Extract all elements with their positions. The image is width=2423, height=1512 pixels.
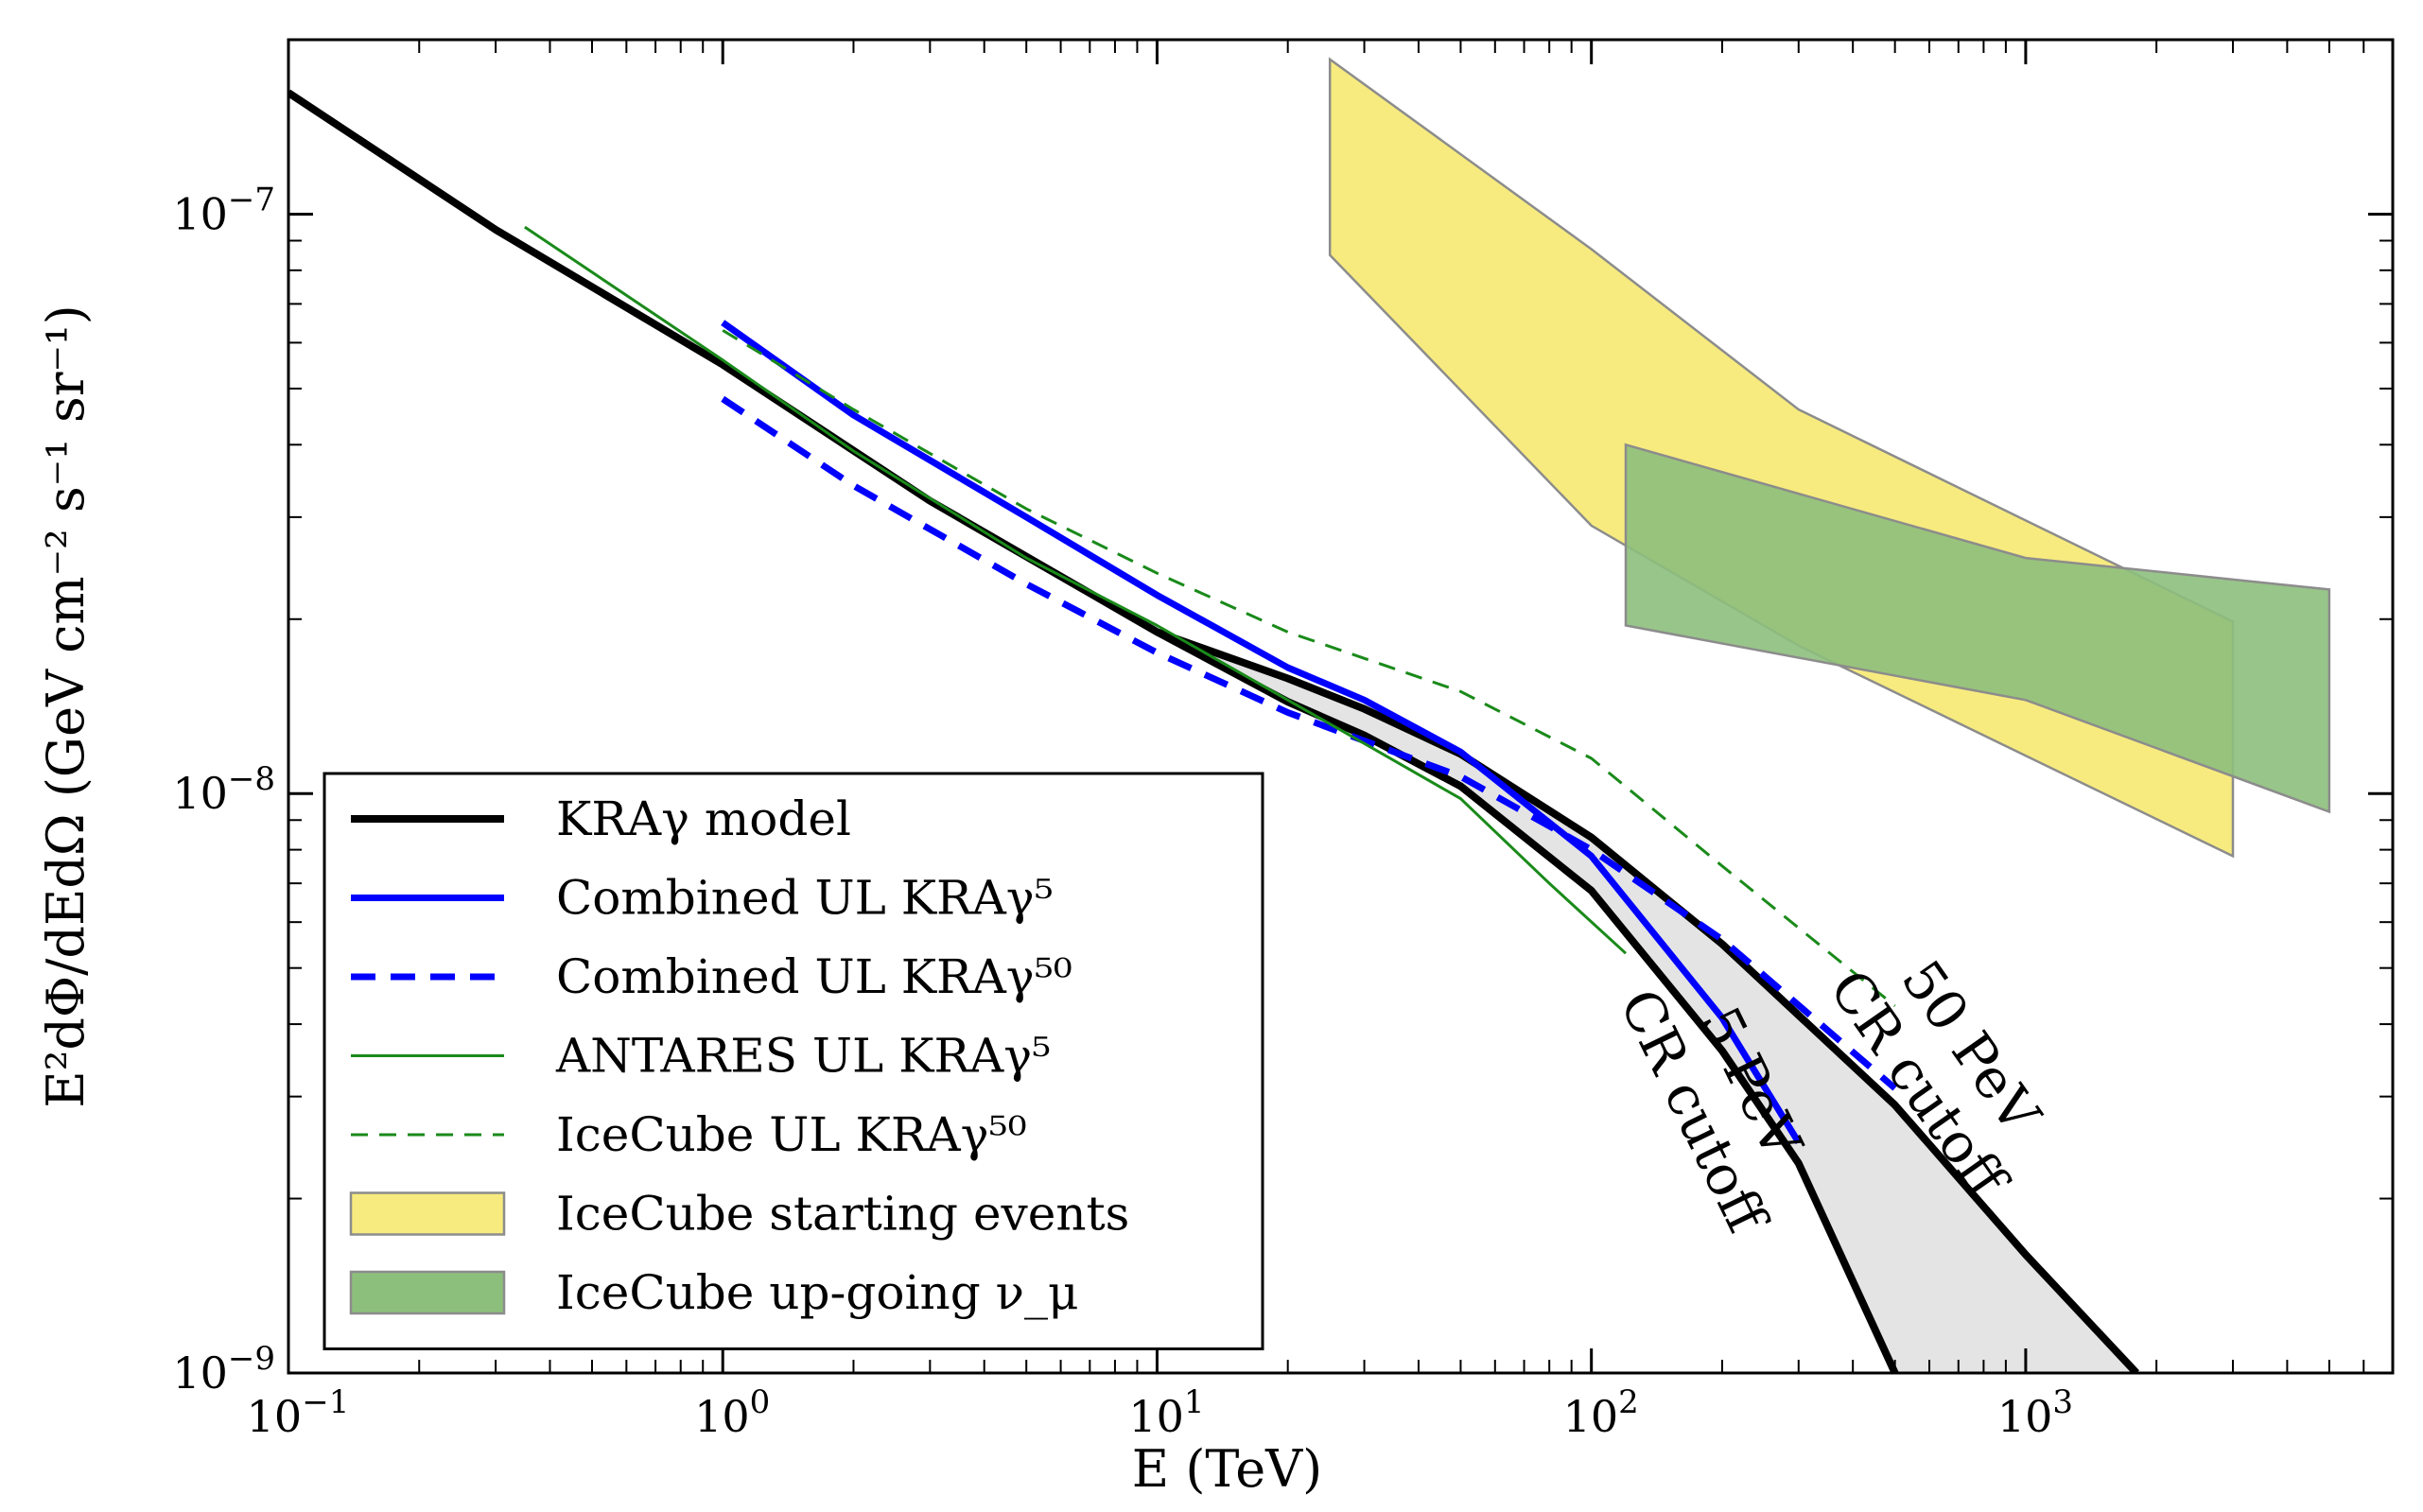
y-tick-label: 10−7 [172,181,275,239]
legend-label: Combined UL KRAγ⁵⁰ [556,949,1072,1004]
legend-label: IceCube up-going ν_μ [556,1265,1079,1320]
x-tick-label: 101 [1128,1383,1204,1442]
x-tick-label: 102 [1563,1383,1639,1442]
x-tick-label: 103 [1997,1383,2073,1442]
band-icecube-up-going [1624,443,2331,814]
legend-item-icecube-up-going: IceCube up-going ν_μ [349,1265,1079,1320]
legend-label: IceCube starting events [556,1187,1129,1242]
series-combined-ul-kra [721,395,1897,1091]
band-icecube-starting-events [1328,57,2235,859]
legend-box [322,772,1264,1350]
legend: KRAγ model Combined UL KRAγ⁵ Combined UL K… [322,772,1264,1350]
legend-item-combined-ul-kra: Combined UL KRAγ⁵ [351,871,1054,926]
legend-label: IceCube UL KRAγ⁵⁰ [556,1107,1027,1162]
y-tick-label: 10−8 [172,760,275,819]
series-combined-ul-kra [721,320,1802,1145]
series-kra-model [288,89,2140,1373]
x-tick-label: 100 [694,1383,770,1442]
x-tick-label: 10−1 [247,1383,350,1442]
legend-item-icecube-starting-events: IceCube starting events [349,1187,1129,1242]
legend-label: KRAγ model [556,791,851,846]
plot-frame [287,38,2395,1375]
series-lines-layer [288,89,2140,1373]
legend-label: Combined UL KRAγ⁵ [556,871,1054,926]
legend-item-icecube-ul-kra: IceCube UL KRAγ⁵⁰ [351,1107,1027,1162]
shaded-bands-layer [1157,57,2331,1373]
series-icecube-ul-kra [722,329,1896,1007]
legend-swatch-patch [349,1270,506,1315]
legend-item-kra-model: KRAγ model [351,791,851,846]
legend-item-antares-ul-kra: ANTARES UL KRAγ⁵ [351,1029,1051,1084]
legend-label: ANTARES UL KRAγ⁵ [555,1029,1051,1084]
model-range-band [1157,632,2137,1373]
y-axis-label: E²dΦ/dEdΩ (GeV cm⁻² s⁻¹ sr⁻¹) [36,304,96,1107]
axes-layer: 10−1 100 101 102 103 10−9 10−8 10−7 E (TeV) E²dΦ/… [36,38,2395,1499]
y-tick-label: 10−9 [172,1340,275,1399]
series-antares-ul-kra [524,225,1628,955]
x-axis-label: E (TeV) [1132,1439,1323,1499]
legend-swatch-patch [349,1191,506,1236]
legend-item-combined-ul-kra: Combined UL KRAγ⁵⁰ [351,949,1072,1004]
